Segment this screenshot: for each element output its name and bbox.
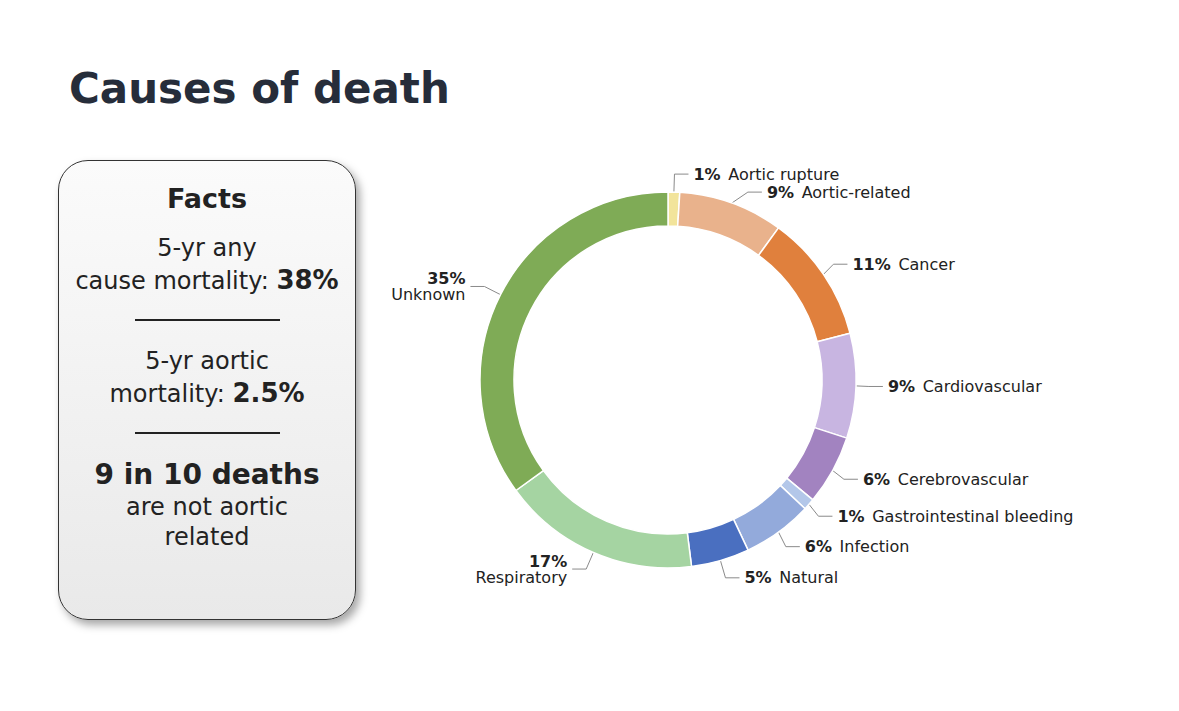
svg-text:Cerebrovascular: Cerebrovascular [898,470,1029,489]
svg-text:Cardiovascular: Cardiovascular [923,377,1042,396]
svg-text:1%: 1% [693,165,720,184]
svg-text:Infection: Infection [840,537,910,556]
html-text:related: related [164,523,250,551]
svg-text:9%: 9% [888,377,915,396]
svg-text:6%: 6% [863,470,890,489]
html-text:mortality: 2.5%: mortality: 2.5% [109,378,305,408]
html-text:Facts: Facts [167,183,247,214]
svg-text:Causes of death: Causes of death [69,64,450,113]
svg-text:Gastrointestinal bleeding: Gastrointestinal bleeding [872,507,1073,526]
html-text:cause mortality: 38%: cause mortality: 38% [75,265,339,295]
svg-text:Unknown: Unknown [391,285,465,304]
svg-text:Respiratory: Respiratory [476,568,568,587]
svg-text:35%: 35% [427,269,466,288]
svg-text:5%: 5% [744,568,771,587]
html-text:5-yr any: 5-yr any [157,234,257,262]
svg-text:1%: 1% [837,507,864,526]
svg-text:Aortic rupture: Aortic rupture [728,165,839,184]
html-text:5-yr aortic: 5-yr aortic [145,347,269,375]
svg-text:6%: 6% [805,537,832,556]
html-text:are not aortic: are not aortic [126,493,288,521]
svg-text:Aortic-related: Aortic-related [802,183,911,202]
svg-text:Cancer: Cancer [898,255,955,274]
svg-text:Natural: Natural [779,568,838,587]
svg-text:9%: 9% [767,183,794,202]
svg-text:17%: 17% [528,551,568,571]
html-text:9 in 10 deaths: 9 in 10 deaths [94,458,320,491]
svg-text:11%: 11% [852,255,890,274]
